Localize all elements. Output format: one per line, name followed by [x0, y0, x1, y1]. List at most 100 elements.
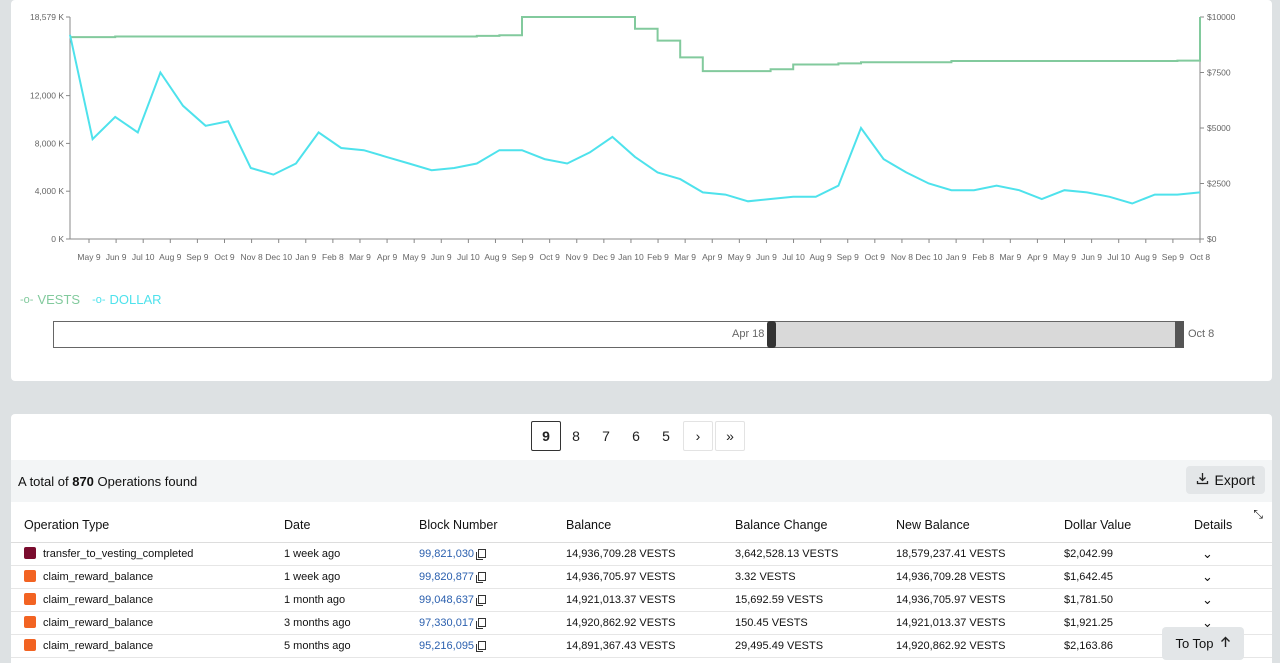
x-tick-label: Apr 9 [702, 252, 723, 262]
operation-type: claim_reward_balance [43, 640, 154, 652]
copy-icon[interactable] [476, 548, 487, 560]
dollar-series-line [69, 34, 1201, 205]
new-balance-cell: 14,921,013.37 VESTS [883, 611, 1051, 635]
x-tick-label: Dec 10 [916, 252, 943, 262]
operation-type: claim_reward_balance [43, 571, 154, 583]
x-tick-label: Aug 9 [810, 252, 832, 262]
balance-change-cell: 150.45 VESTS [722, 611, 883, 635]
legend-dollar[interactable]: -o- DOLLAR [92, 292, 161, 307]
table-header-row: Operation Type Date Block Number Balance… [11, 508, 1272, 543]
to-top-button[interactable]: To Top [1162, 627, 1244, 660]
table-row: claim_reward_balance 1 week ago 99,820,877… [11, 565, 1272, 589]
block-link[interactable]: 99,820,877 [419, 570, 475, 583]
balance-change-cell: 29,495.49 VESTS [722, 634, 883, 658]
x-tick-label: May 9 [77, 252, 100, 262]
block-link[interactable]: 99,048,637 [419, 593, 475, 606]
left-tick-label: 4,000 K [35, 186, 65, 196]
brush-end-label: Oct 8 [1188, 328, 1215, 340]
page-button-7[interactable]: 7 [602, 428, 610, 444]
x-tick-label: May 9 [403, 252, 426, 262]
col-date[interactable]: Date [271, 508, 406, 543]
block-cell: 99,048,637 [406, 588, 553, 612]
pagination: 9 8 7 6 5 › » [531, 421, 745, 451]
dollar-value-cell: $1,921.25 [1051, 611, 1181, 635]
left-tick-label: 0 K [51, 234, 64, 244]
col-new-balance[interactable]: New Balance [883, 508, 1051, 543]
block-link[interactable]: 95,216,095 [419, 639, 475, 652]
operation-type-cell: claim_reward_balance [11, 634, 271, 658]
copy-icon[interactable] [476, 617, 487, 629]
operation-type-cell: transfer_to_vesting_completed [11, 542, 271, 566]
operation-type-cell: claim_reward_balance [11, 565, 271, 589]
chevron-down-icon[interactable]: ⌄ [1202, 591, 1213, 607]
operations-count: 870 [72, 474, 94, 489]
x-tick-label: Feb 8 [322, 252, 344, 262]
operation-type: transfer_to_vesting_completed [43, 548, 194, 560]
operations-total: A total of 870 Operations found [18, 474, 198, 489]
date-cell: 5 months ago [271, 634, 406, 658]
x-tick-label: Sep 9 [837, 252, 859, 262]
block-cell: 97,330,017 [406, 611, 553, 635]
col-balance[interactable]: Balance [553, 508, 722, 543]
vests-series-line [70, 16, 1201, 73]
brush-start-label: Apr 18 [732, 328, 765, 340]
date-cell: 1 week ago [271, 565, 406, 589]
right-tick-label: $10000 [1207, 12, 1236, 22]
x-tick-label: Mar 9 [999, 252, 1021, 262]
x-tick-label: Dec 10 [265, 252, 292, 262]
x-tick-label: Apr 9 [377, 252, 398, 262]
x-tick-label: Oct 9 [214, 252, 235, 262]
right-tick-label: $0 [1207, 234, 1217, 244]
x-tick-label: Feb 8 [972, 252, 994, 262]
export-button[interactable]: Export [1185, 466, 1265, 494]
x-tick-label: Nov 8 [240, 252, 262, 262]
x-tick-label: Apr 9 [1027, 252, 1048, 262]
brush-selection[interactable] [771, 322, 1183, 347]
copy-icon[interactable] [476, 571, 487, 583]
block-cell: 99,821,030 [406, 542, 553, 566]
download-icon [1196, 472, 1209, 488]
line-marker-icon: -o- [92, 293, 106, 306]
block-link[interactable]: 97,330,017 [419, 616, 475, 629]
legend-dollar-label: DOLLAR [109, 292, 162, 307]
copy-icon[interactable] [476, 640, 487, 652]
block-link[interactable]: 99,821,030 [419, 547, 475, 560]
x-tick-label: Oct 8 [1190, 252, 1211, 262]
dollar-value-cell: $2,042.99 [1051, 542, 1181, 566]
col-details[interactable]: Details [1181, 508, 1272, 543]
operation-type-cell: claim_reward_balance [11, 611, 271, 635]
export-label: Export [1214, 472, 1255, 488]
x-tick-label: Feb 9 [647, 252, 669, 262]
new-balance-cell: 18,579,237.41 VESTS [883, 542, 1051, 566]
table-row: claim_reward_balance 3 months ago 97,330,0… [11, 611, 1272, 635]
page-button-6[interactable]: 6 [632, 428, 640, 444]
x-tick-label: Oct 9 [540, 252, 561, 262]
date-range-brush[interactable] [53, 321, 1184, 348]
brush-end-handle[interactable] [1175, 321, 1184, 348]
col-block-number[interactable]: Block Number [406, 508, 553, 543]
last-page-icon[interactable]: » [715, 421, 745, 451]
balance-cell: 14,891,367.43 VESTS [553, 634, 722, 658]
next-page-icon[interactable]: › [683, 421, 713, 451]
x-tick-label: Nov 9 [566, 252, 588, 262]
chevron-down-icon[interactable]: ⌄ [1202, 614, 1213, 630]
col-balance-change[interactable]: Balance Change [722, 508, 883, 543]
copy-icon[interactable] [476, 594, 487, 606]
page-button-8[interactable]: 8 [572, 428, 580, 444]
col-operation-type[interactable]: Operation Type [11, 508, 271, 543]
details-cell: ⌄ [1181, 565, 1272, 589]
balance-history-chart[interactable]: 18,579 K 12,000 K 8,000 K 4,000 K 0 K $10000 $… [0, 0, 1280, 290]
legend-vests[interactable]: -o- VESTS [20, 292, 80, 307]
chevron-down-icon[interactable]: ⌄ [1202, 568, 1213, 584]
chevron-down-icon[interactable]: ⌄ [1202, 545, 1213, 561]
page-button-5[interactable]: 5 [662, 428, 670, 444]
col-dollar-value[interactable]: Dollar Value [1051, 508, 1181, 543]
brush-start-handle[interactable] [767, 321, 776, 348]
x-tick-label: Jan 10 [618, 252, 644, 262]
page-button-9[interactable]: 9 [531, 421, 561, 451]
x-tick-label: Jul 10 [1107, 252, 1130, 262]
x-tick-label: Aug 9 [1135, 252, 1157, 262]
chart-legend: -o- VESTS -o- DOLLAR [20, 292, 162, 307]
x-tick-label: Mar 9 [674, 252, 696, 262]
x-tick-label: Sep 9 [186, 252, 208, 262]
